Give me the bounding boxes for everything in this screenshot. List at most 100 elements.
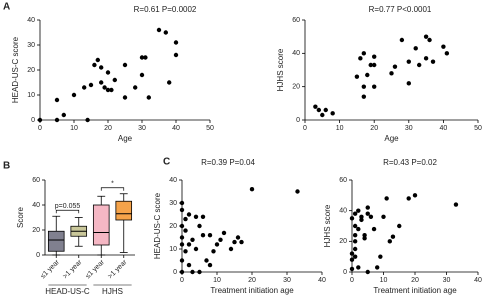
x-axis-label: Treatment initiation age — [373, 286, 457, 295]
x-tick-label: 10 — [70, 125, 78, 132]
point — [352, 211, 358, 216]
y-tick-label: 0 — [343, 269, 347, 276]
point — [105, 87, 111, 93]
point — [416, 62, 422, 68]
point — [183, 249, 188, 254]
point — [359, 217, 364, 223]
point — [54, 97, 60, 103]
point — [179, 269, 185, 275]
point — [143, 55, 148, 60]
annotation: * — [111, 181, 114, 188]
box — [47, 230, 65, 252]
point — [330, 111, 335, 116]
point — [441, 44, 446, 49]
point — [316, 107, 322, 113]
point — [179, 235, 185, 240]
point — [88, 82, 94, 88]
point — [365, 205, 370, 210]
point — [423, 34, 429, 39]
point — [389, 71, 394, 76]
point — [61, 112, 66, 118]
x-tick-label: 40 — [440, 125, 448, 132]
y-tick-label: 20 — [27, 67, 35, 74]
y-tick-label: 40 — [32, 202, 40, 209]
point — [392, 64, 398, 69]
x-axis-label: Age — [118, 134, 133, 143]
point — [179, 258, 185, 263]
y-tick-label: 10 — [27, 92, 35, 99]
point — [92, 62, 97, 68]
y-tick-label: 30 — [169, 200, 177, 207]
point — [95, 57, 101, 63]
x-tick-label: 20 — [104, 125, 112, 132]
point — [82, 85, 87, 90]
point — [54, 117, 60, 123]
y-tick-label: 0 — [296, 117, 300, 124]
y-tick-label: 0 — [31, 117, 35, 124]
point — [218, 237, 223, 242]
point — [163, 30, 168, 35]
y-tick-label: 60 — [292, 17, 300, 24]
point — [214, 242, 220, 247]
point — [397, 223, 402, 229]
point — [384, 196, 389, 201]
y-tick-label: 20 — [339, 238, 347, 245]
point — [444, 51, 450, 56]
point — [358, 56, 363, 61]
point — [207, 233, 213, 238]
point — [211, 249, 216, 254]
x-tick-label: ≤1 year — [40, 258, 62, 280]
y-axis-label: HJHS score — [323, 204, 332, 247]
point — [323, 107, 328, 113]
bracket — [55, 209, 80, 214]
y-tick-label: 0 — [173, 269, 177, 276]
y-axis-label: HEAD-US-C score — [11, 36, 20, 103]
point — [368, 62, 373, 68]
point — [197, 223, 202, 229]
point — [235, 235, 241, 240]
point — [179, 242, 185, 247]
point — [453, 202, 459, 207]
x-tick-label: 50 — [474, 125, 482, 132]
point — [354, 74, 360, 79]
point — [173, 40, 179, 45]
point — [372, 54, 377, 59]
annotation: R=0.61 P=0.0002 — [134, 5, 197, 14]
point — [183, 228, 188, 233]
point — [361, 51, 367, 56]
point — [85, 117, 90, 123]
point — [365, 269, 370, 275]
point — [179, 207, 185, 213]
point — [186, 262, 192, 268]
point — [372, 84, 377, 89]
x-tick-label: 10 — [336, 125, 344, 132]
x-tick-label: >1 year — [107, 258, 129, 280]
x-tick-label: 30 — [405, 125, 413, 132]
point — [122, 95, 128, 100]
box — [92, 204, 110, 246]
group-label: HEAD-US-C — [45, 287, 90, 296]
panel-label: A — [3, 2, 10, 13]
point — [406, 196, 411, 201]
x-tick-label: 20 — [370, 125, 378, 132]
x-tick-label: 30 — [138, 125, 146, 132]
point — [359, 214, 364, 219]
point — [387, 239, 392, 244]
point — [362, 236, 367, 241]
point — [71, 92, 77, 98]
x-tick-label: 40 — [172, 125, 180, 132]
y-axis-label: HJHS score — [276, 48, 285, 91]
panel-label: C — [163, 157, 170, 168]
x-tick-label: 0 — [180, 277, 184, 284]
point — [361, 94, 367, 99]
y-tick-label: 40 — [169, 177, 177, 184]
point — [156, 27, 162, 33]
point — [99, 65, 104, 70]
point — [371, 226, 377, 232]
y-axis-label: HEAD-US-C score — [153, 192, 162, 259]
point — [207, 262, 213, 268]
annotation: p=0.055 — [55, 203, 81, 210]
point — [122, 62, 128, 68]
point — [352, 233, 358, 238]
